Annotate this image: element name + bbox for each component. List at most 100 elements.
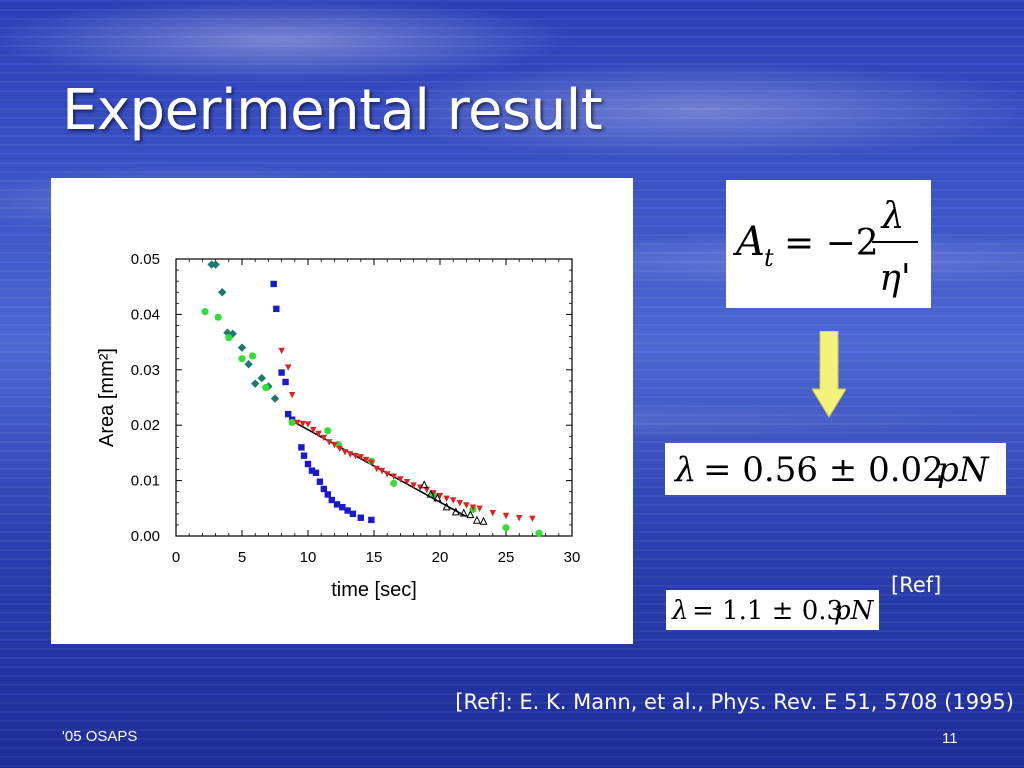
data-point-triangle-down bbox=[463, 502, 470, 509]
data-point-triangle-down bbox=[341, 449, 349, 456]
data-point-triangle-down bbox=[288, 392, 296, 399]
data-point-triangle-down bbox=[373, 465, 380, 473]
data-point-triangle-down bbox=[347, 451, 354, 458]
data-point-triangle-down bbox=[299, 420, 306, 428]
data-point-diamond bbox=[270, 394, 280, 403]
data-point-diamond bbox=[211, 260, 220, 269]
data-point-diamond bbox=[251, 379, 260, 388]
eq1-denominator: η' bbox=[879, 258, 910, 299]
x-axis-label: time [sec] bbox=[331, 579, 417, 601]
data-point-triangle-down bbox=[430, 490, 437, 497]
data-point-triangle-down bbox=[410, 482, 417, 489]
eq1-lhs-symbol: A bbox=[732, 219, 765, 265]
data-point-triangle-down bbox=[278, 347, 285, 355]
eq2-value: = 0.56 ± 0.02 bbox=[703, 450, 944, 490]
equation-lambda-reference: λ = 1.1 ± 0.3 pN bbox=[666, 590, 879, 630]
data-point-square bbox=[278, 369, 285, 376]
eq3-lambda: λ bbox=[671, 596, 688, 626]
ref-tag: [Ref] bbox=[891, 573, 942, 597]
data-point-triangle-down bbox=[456, 500, 463, 507]
data-point-square bbox=[304, 460, 312, 468]
data-point-diamond bbox=[237, 343, 247, 352]
eq2-unit: pN bbox=[937, 450, 990, 490]
y-tick-label: 0.03 bbox=[131, 362, 160, 379]
data-point-triangle-down bbox=[331, 441, 338, 449]
data-point-square bbox=[316, 478, 324, 485]
data-point-triangle-down bbox=[378, 467, 386, 475]
y-tick-label: 0.02 bbox=[131, 417, 160, 434]
data-point-triangle-up bbox=[459, 508, 468, 517]
data-point-triangle-down bbox=[352, 452, 359, 460]
slide-title: Experimental result bbox=[62, 78, 603, 143]
data-point-diamond bbox=[257, 373, 266, 383]
data-point-square bbox=[328, 496, 335, 504]
data-point-triangle-down bbox=[436, 492, 444, 500]
eq2-lambda: λ bbox=[673, 450, 697, 490]
data-point-square bbox=[344, 507, 351, 514]
data-point-square bbox=[339, 503, 346, 511]
y-tick-label: 0.01 bbox=[131, 473, 160, 490]
data-point-triangle-down bbox=[325, 439, 333, 446]
data-point-diamond bbox=[244, 360, 253, 369]
scatter-chart: 0 5 10 15 20 25 30 0.00 0.01 0.02 0.03 0.04 0.05 time… bbox=[96, 251, 580, 601]
data-point-triangle-down bbox=[443, 495, 450, 503]
eq1-numerator: λ bbox=[880, 196, 905, 237]
data-point-triangle-down bbox=[294, 419, 301, 427]
y-tick-label: 0.04 bbox=[131, 306, 160, 323]
slide-number: 11 bbox=[942, 730, 958, 747]
data-point-triangle-up bbox=[442, 502, 451, 511]
down-arrow-icon bbox=[812, 331, 846, 418]
data-point-triangle-down bbox=[502, 512, 510, 520]
data-point-circle bbox=[324, 427, 332, 435]
data-point-triangle-up bbox=[479, 516, 488, 525]
data-point-square bbox=[300, 452, 308, 459]
data-point-triangle-down bbox=[403, 479, 411, 486]
data-point-triangle-down bbox=[516, 515, 523, 522]
data-point-triangle-down bbox=[450, 497, 457, 504]
data-point-triangle-up bbox=[466, 510, 475, 519]
equation-lambda-result: λ = 0.56 ± 0.02 pN bbox=[665, 443, 1006, 495]
data-point-circle bbox=[262, 383, 270, 392]
data-point-triangle-down bbox=[362, 456, 370, 464]
data-point-circle bbox=[201, 308, 209, 316]
data-point-triangle-down bbox=[384, 471, 391, 478]
data-point-square bbox=[320, 485, 328, 493]
y-tick-label: 0.05 bbox=[131, 251, 160, 268]
data-point-square bbox=[273, 305, 280, 313]
data-point-triangle-up bbox=[451, 507, 460, 516]
data-point-circle bbox=[225, 334, 233, 342]
x-tick-label: 25 bbox=[498, 549, 515, 566]
data-point-triangle-down bbox=[310, 426, 317, 434]
x-tick-label: 15 bbox=[366, 549, 383, 566]
footer-event-label: '05 OSAPS bbox=[62, 728, 138, 745]
data-point-square bbox=[312, 469, 320, 477]
eq1-lhs-subscript: t bbox=[764, 244, 774, 272]
equation-at-formula: A t = −2 λ η' bbox=[726, 180, 931, 308]
data-point-triangle-up bbox=[433, 493, 442, 502]
data-point-circle bbox=[502, 524, 510, 532]
data-point-triangle-down bbox=[469, 504, 477, 511]
x-tick-label: 5 bbox=[238, 549, 246, 566]
data-point-triangle-up bbox=[472, 515, 481, 524]
data-point-square bbox=[298, 444, 305, 451]
y-axis-label: Area [mm²] bbox=[96, 348, 118, 447]
data-point-triangle-down bbox=[423, 486, 430, 494]
data-point-triangle-up bbox=[420, 480, 429, 489]
data-point-triangle-down bbox=[336, 445, 343, 453]
data-point-square bbox=[333, 501, 341, 508]
scatter-chart-panel: 0 5 10 15 20 25 30 0.00 0.01 0.02 0.03 0.04 0.05 time… bbox=[51, 178, 633, 644]
data-point-square bbox=[282, 378, 289, 386]
data-point-circle bbox=[238, 355, 246, 363]
data-point-triangle-down bbox=[285, 364, 292, 371]
data-point-circle bbox=[214, 313, 222, 321]
x-tick-label: 0 bbox=[172, 549, 180, 566]
data-point-triangle-down bbox=[357, 454, 364, 461]
data-point-circle bbox=[535, 529, 543, 537]
data-point-triangle-down bbox=[315, 430, 322, 438]
data-point-circle bbox=[288, 418, 296, 427]
data-point-triangle-down bbox=[397, 476, 404, 483]
eq3-value: = 1.1 ± 0.3 bbox=[692, 596, 843, 626]
data-point-square bbox=[357, 514, 364, 521]
data-point-circle bbox=[390, 479, 398, 487]
data-point-square bbox=[308, 467, 316, 474]
